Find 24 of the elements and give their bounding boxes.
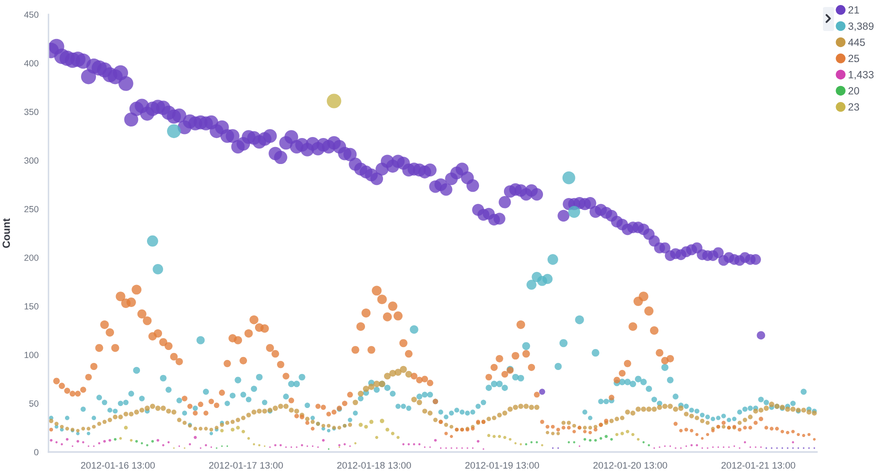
- legend-label: 23: [848, 103, 860, 111]
- legend-label: 25: [848, 54, 860, 62]
- legend-label: 1,433: [848, 70, 874, 80]
- legend-label: 445: [848, 38, 865, 46]
- y-tick-label: 450: [24, 12, 38, 18]
- x-tick-label: 2012-01-21 13:00: [721, 462, 796, 469]
- y-tick-label: 350: [24, 108, 38, 116]
- y-axis-title: Count: [2, 218, 10, 248]
- y-tick-label: 300: [24, 157, 38, 164]
- y-tick-label: 200: [24, 254, 38, 261]
- y-tick-label: 400: [24, 60, 38, 66]
- y-tick-label: 100: [24, 352, 38, 358]
- x-tick-label: 2012-01-19 13:00: [465, 462, 540, 469]
- y-tick-label: 250: [24, 206, 38, 212]
- y-tick-label: 150: [24, 303, 38, 310]
- legend-label: 20: [848, 87, 860, 94]
- y-tick-label: 0: [34, 449, 38, 456]
- x-tick-label: 2012-01-16 13:00: [81, 462, 155, 469]
- x-tick-label: 2012-01-17 13:00: [209, 462, 283, 469]
- legend-label: 3,389: [848, 22, 874, 32]
- x-tick-label: 2012-01-18 13:00: [337, 462, 411, 469]
- x-tick-label: 2012-01-20 13:00: [593, 462, 668, 469]
- legend-label: 21: [848, 6, 860, 14]
- y-tick-label: 50: [29, 400, 38, 407]
